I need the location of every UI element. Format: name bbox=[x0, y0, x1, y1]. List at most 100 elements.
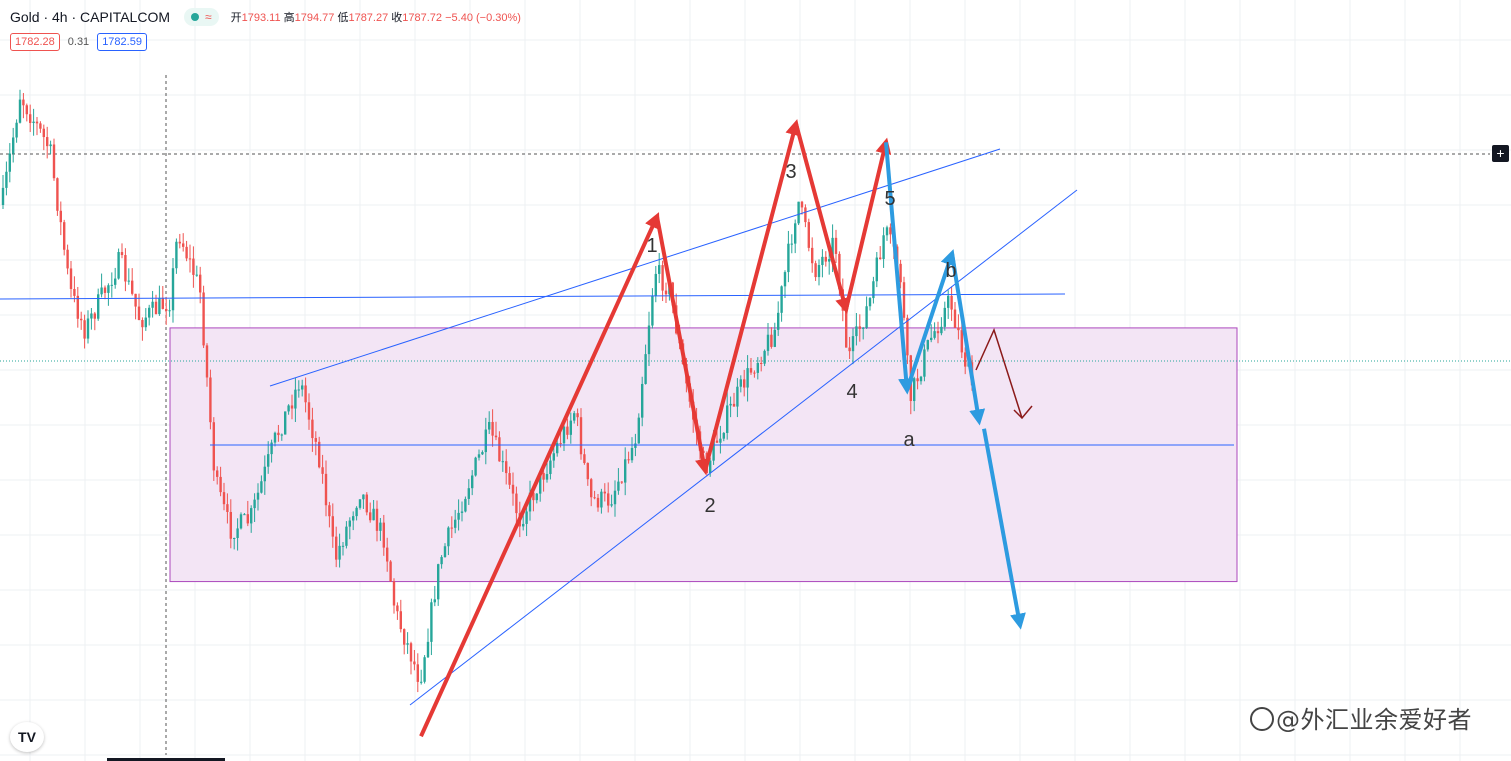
impulse-wave-arrow bbox=[794, 123, 851, 314]
elliott-waves[interactable] bbox=[419, 119, 1033, 738]
candle-body bbox=[226, 504, 229, 512]
candle-body bbox=[885, 227, 889, 236]
candle-body bbox=[372, 508, 375, 521]
candle-body bbox=[794, 223, 797, 244]
market-status-pill[interactable]: ≈ bbox=[184, 8, 219, 26]
wave-label-2: 2 bbox=[704, 495, 715, 517]
candle-body bbox=[875, 257, 878, 282]
candle-body bbox=[386, 547, 389, 562]
tradingview-logo-icon[interactable]: TV bbox=[10, 722, 44, 752]
trendline-horizontal bbox=[0, 293, 1066, 300]
candle-body bbox=[654, 273, 657, 297]
candle-body bbox=[192, 258, 195, 275]
impulse-wave-arrow bbox=[655, 216, 711, 475]
add-alert-plus-icon[interactable]: + bbox=[1492, 145, 1509, 162]
candle-body bbox=[389, 561, 392, 582]
high-value: 1794.77 bbox=[294, 12, 335, 24]
candle-body bbox=[709, 460, 712, 473]
candle-body bbox=[222, 492, 226, 505]
candle-body bbox=[314, 438, 317, 442]
candle-body bbox=[103, 287, 107, 293]
buy-price-button[interactable]: 1782.59 bbox=[97, 33, 147, 51]
candle-body bbox=[321, 467, 324, 474]
candle-body bbox=[137, 306, 141, 321]
candle-body bbox=[770, 334, 773, 347]
candle-body bbox=[97, 294, 100, 319]
candle-body bbox=[484, 429, 487, 453]
candle-body bbox=[212, 422, 215, 471]
wave-label-4: 4 bbox=[846, 381, 857, 403]
candle-body bbox=[460, 511, 464, 513]
candle-body bbox=[239, 514, 243, 529]
candle-body bbox=[59, 210, 62, 223]
candle-body bbox=[443, 546, 447, 558]
candle-body bbox=[790, 243, 793, 245]
candle-body bbox=[641, 383, 644, 418]
candle-body bbox=[195, 274, 198, 276]
candle-body bbox=[437, 564, 440, 600]
projection-arrow-2 bbox=[982, 428, 1026, 630]
projection-arrow-1 bbox=[950, 253, 986, 426]
candle-body bbox=[440, 557, 443, 565]
candle-body bbox=[868, 298, 872, 307]
candle-body bbox=[12, 137, 15, 154]
candle-body bbox=[171, 268, 175, 311]
candle-body bbox=[624, 459, 627, 483]
wave-label-3: 3 bbox=[785, 161, 796, 183]
candle-body bbox=[545, 474, 549, 480]
candle-body bbox=[865, 306, 868, 328]
candle-body bbox=[746, 368, 749, 388]
candle-body bbox=[528, 492, 532, 512]
candle-body bbox=[76, 295, 79, 319]
candle-body bbox=[586, 463, 589, 480]
candle-body bbox=[168, 310, 171, 312]
candle-body bbox=[396, 605, 399, 612]
candle-body bbox=[219, 476, 222, 493]
candle-body bbox=[178, 241, 181, 244]
sell-price-button[interactable]: 1782.28 bbox=[10, 33, 60, 51]
candle-body bbox=[593, 497, 596, 499]
candle-body bbox=[610, 504, 613, 506]
candle-body bbox=[35, 121, 39, 124]
watermark: @外汇业余爱好者 bbox=[1250, 700, 1472, 735]
candle-body bbox=[420, 681, 423, 683]
time-scroll-handle[interactable] bbox=[107, 758, 225, 761]
candle-body bbox=[763, 350, 766, 364]
candle-body bbox=[647, 325, 651, 355]
candle-body bbox=[158, 298, 161, 315]
candle-body bbox=[845, 310, 848, 348]
candle-body bbox=[233, 537, 236, 539]
candle-body bbox=[617, 481, 620, 491]
candle-body bbox=[290, 405, 294, 409]
candle-body bbox=[52, 144, 56, 179]
candle-body bbox=[107, 285, 110, 293]
candle-body bbox=[352, 516, 355, 521]
candle-body bbox=[69, 268, 73, 289]
candle-body bbox=[114, 278, 117, 285]
candle-body bbox=[620, 481, 623, 483]
candle-body bbox=[879, 257, 882, 260]
candle-body bbox=[277, 432, 280, 436]
candle-body bbox=[851, 336, 855, 352]
weibo-icon bbox=[1250, 707, 1274, 731]
candle-body bbox=[216, 470, 219, 477]
candle-body bbox=[481, 452, 484, 455]
candle-body bbox=[430, 602, 433, 642]
candle-body bbox=[324, 473, 328, 506]
candle-body bbox=[267, 454, 270, 467]
candle-body bbox=[511, 484, 515, 494]
candle-body bbox=[552, 453, 555, 461]
candle-body bbox=[338, 545, 341, 560]
candle-body bbox=[273, 432, 277, 443]
candle-body bbox=[627, 459, 630, 461]
candle-body bbox=[185, 246, 188, 259]
candle-body bbox=[209, 377, 212, 423]
candle-body bbox=[936, 331, 940, 334]
symbol-title[interactable]: Gold · 4h · CAPITALCOM bbox=[10, 9, 171, 25]
candle-body bbox=[913, 378, 916, 402]
candle-body bbox=[906, 317, 909, 356]
candle-body bbox=[726, 405, 729, 433]
candle-body bbox=[341, 545, 345, 547]
candle-body bbox=[882, 235, 885, 260]
